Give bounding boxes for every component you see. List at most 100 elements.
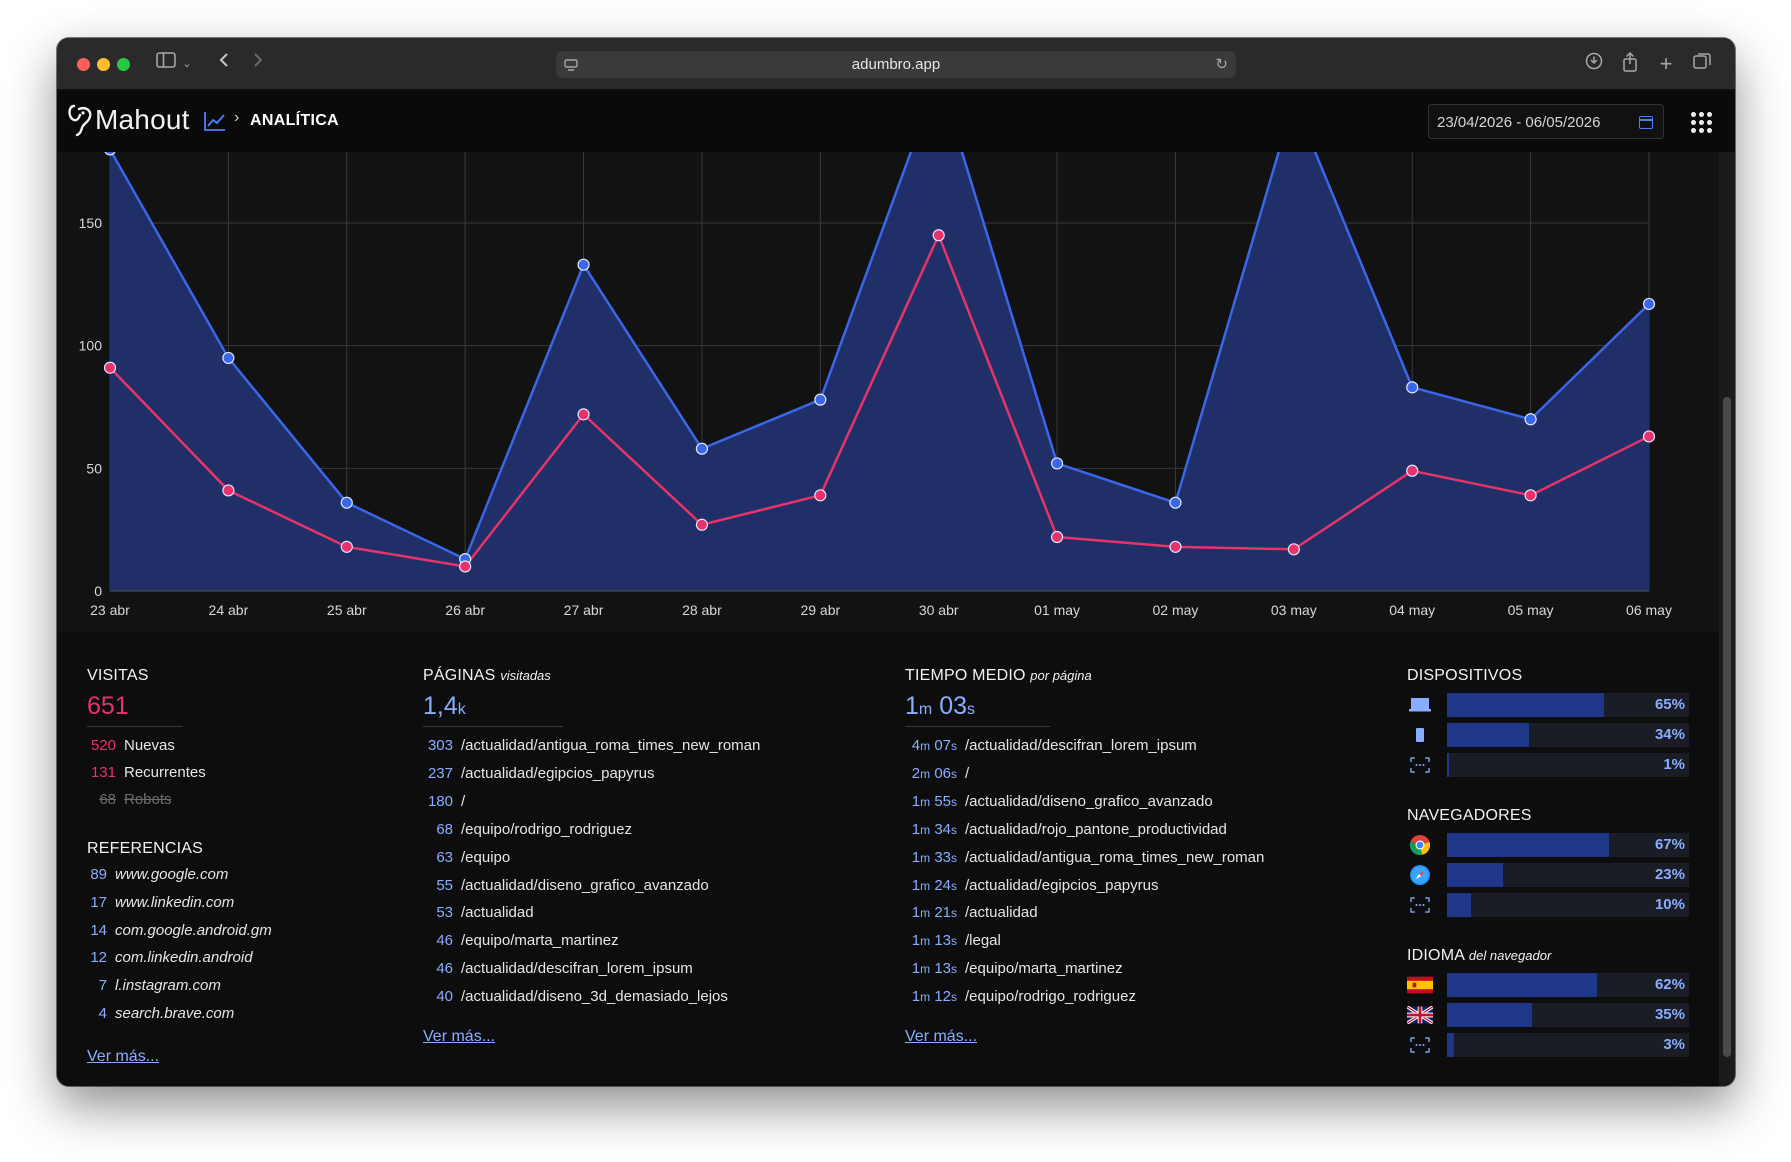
logo[interactable]: Mahout <box>65 100 190 140</box>
navegadores-bar-row: 10% <box>1407 893 1689 917</box>
tiempo-row[interactable]: 1m 12s/equipo/rodrigo_rodriguez <box>905 988 1136 1005</box>
data-point[interactable] <box>459 560 472 573</box>
mobile-icon <box>1407 725 1433 745</box>
data-point[interactable] <box>1169 540 1182 553</box>
tiempo-duration: 1m 13s <box>905 932 957 949</box>
visitas-row-value: 68 <box>99 791 116 808</box>
data-point[interactable] <box>1287 543 1300 556</box>
navegadores-bar-percent: 23% <box>1654 866 1685 883</box>
address-bar[interactable]: adumbro.app ↻ <box>556 51 1236 78</box>
referencia-row[interactable]: 17 www.linkedin.com <box>87 894 234 911</box>
close-window-button[interactable] <box>77 58 90 71</box>
apps-grid-icon[interactable] <box>1691 112 1713 134</box>
tiempo-title: TIEMPO MEDIO por página <box>905 667 1092 685</box>
visitas-row-value: 520 <box>90 737 116 754</box>
pagina-path: /actualidad/antigua_roma_times_new_roman <box>461 737 761 754</box>
paginas-more-link[interactable]: Ver más... <box>423 1028 496 1045</box>
data-point[interactable] <box>814 393 827 406</box>
referencia-row[interactable]: 89 www.google.com <box>87 866 228 883</box>
pagina-row[interactable]: 55/actualidad/diseno_grafico_avanzado <box>423 877 708 894</box>
navegadores-bar-track: 67% <box>1447 833 1689 857</box>
tiempo-unit-m: m <box>920 962 931 977</box>
pagina-row[interactable]: 53/actualidad <box>423 904 533 921</box>
tiempo-row[interactable]: 1m 55s/actualidad/diseno_grafico_avanzad… <box>905 793 1213 810</box>
share-icon[interactable] <box>1619 51 1641 76</box>
tiempo-unit-s: s <box>951 766 957 781</box>
referencia-row[interactable]: 14 com.google.android.gm <box>87 922 271 939</box>
referencias-title: REFERENCIAS <box>87 840 203 857</box>
tiempo-total-min: 1 <box>905 692 919 720</box>
data-point[interactable] <box>222 351 235 365</box>
pagina-row[interactable]: 180 / <box>423 793 465 810</box>
data-point[interactable] <box>1524 489 1537 502</box>
data-point[interactable] <box>814 489 827 502</box>
data-point[interactable] <box>340 540 353 553</box>
tiempo-row[interactable]: 1m 13s/legal <box>905 932 1001 949</box>
paginas-total-value: 1,4 <box>423 692 458 720</box>
data-point[interactable] <box>695 518 709 531</box>
x-tick-label: 26 abr <box>445 602 485 618</box>
tiempo-row[interactable]: 4m 07s/actualidad/descifran_lorem_ipsum <box>905 737 1197 754</box>
referencia-row[interactable]: 7 l.instagram.com <box>87 977 221 994</box>
back-icon[interactable] <box>215 52 233 76</box>
data-point[interactable] <box>340 496 353 509</box>
tiempo-row[interactable]: 1m 13s/equipo/marta_martinez <box>905 960 1123 977</box>
idioma-bar-percent: 35% <box>1654 1006 1685 1023</box>
chevron-down-icon[interactable]: ⌄ <box>182 58 192 70</box>
data-point[interactable] <box>695 442 709 455</box>
page-settings-icon[interactable] <box>564 51 578 81</box>
data-point[interactable] <box>1169 496 1182 509</box>
tiempo-unit-m: m <box>920 739 931 753</box>
data-point[interactable] <box>222 484 235 497</box>
pagina-row[interactable]: 63/equipo <box>423 849 510 866</box>
pagina-row[interactable]: 303/actualidad/antigua_roma_times_new_ro… <box>423 737 760 754</box>
pagina-row[interactable]: 46/actualidad/descifran_lorem_ipsum <box>423 960 692 977</box>
data-point[interactable] <box>932 229 945 242</box>
scrollbar-thumb[interactable] <box>1723 397 1731 1057</box>
referencia-row[interactable]: 4 search.brave.com <box>87 1005 235 1022</box>
navegadores-bar-fill <box>1447 863 1503 887</box>
pagina-row[interactable]: 68/equipo/rodrigo_rodriguez <box>423 821 632 838</box>
tab-overview-icon[interactable] <box>1691 52 1713 76</box>
data-point[interactable] <box>103 361 117 374</box>
data-point[interactable] <box>1642 430 1656 443</box>
pagina-count: 40 <box>436 988 453 1006</box>
data-point[interactable] <box>1050 530 1064 544</box>
scrollbar[interactable] <box>1719 152 1735 1086</box>
data-point[interactable] <box>104 152 116 156</box>
sidebar-toggle-icon[interactable] <box>155 52 177 76</box>
data-point[interactable] <box>577 408 590 421</box>
tiempo-row[interactable]: 1m 34s/actualidad/rojo_pantone_productiv… <box>905 821 1227 838</box>
tiempo-unit-m: m <box>920 878 931 893</box>
dispositivos-bar-track: 65% <box>1447 693 1689 717</box>
data-point[interactable] <box>1524 413 1537 426</box>
data-point[interactable] <box>1642 297 1656 311</box>
tiempo-row[interactable]: 1m 21s/actualidad <box>905 904 1038 921</box>
pagina-row[interactable]: 40/actualidad/diseno_3d_demasiado_lejos <box>423 988 728 1005</box>
x-tick-label: 30 abr <box>919 602 959 618</box>
pagina-row[interactable]: 237/actualidad/egipcios_papyrus <box>423 765 655 782</box>
maximize-window-button[interactable] <box>117 58 130 71</box>
new-tab-icon[interactable]: + <box>1659 51 1673 76</box>
referencias-more-link[interactable]: Ver más... <box>87 1048 160 1065</box>
minimize-window-button[interactable] <box>97 58 110 71</box>
date-range-picker[interactable]: 23/04/2026 - 06/05/2026 <box>1428 104 1664 139</box>
tiempo-unit-m: m <box>918 701 933 718</box>
navegadores-bar-percent: 10% <box>1654 896 1685 913</box>
forward-icon[interactable] <box>249 52 267 76</box>
tiempo-row[interactable]: 2m 06s / <box>905 765 969 782</box>
pagina-row[interactable]: 46/equipo/marta_martinez <box>423 932 618 949</box>
dispositivos-bar-track: 34% <box>1447 723 1689 747</box>
series-line <box>110 152 1650 561</box>
referencia-row[interactable]: 12 com.linkedin.android <box>87 949 252 966</box>
pagina-count: 63 <box>436 848 453 866</box>
tiempo-row[interactable]: 1m 24s/actualidad/egipcios_papyrus <box>905 877 1159 894</box>
data-point[interactable] <box>1406 381 1419 394</box>
data-point[interactable] <box>1406 464 1419 477</box>
data-point[interactable] <box>577 258 590 271</box>
reload-icon[interactable]: ↻ <box>1215 56 1228 73</box>
download-icon[interactable] <box>1583 52 1605 76</box>
tiempo-row[interactable]: 1m 33s/actualidad/antigua_roma_times_new… <box>905 849 1265 866</box>
data-point[interactable] <box>1050 457 1064 470</box>
tiempo-more-link[interactable]: Ver más... <box>905 1028 978 1045</box>
